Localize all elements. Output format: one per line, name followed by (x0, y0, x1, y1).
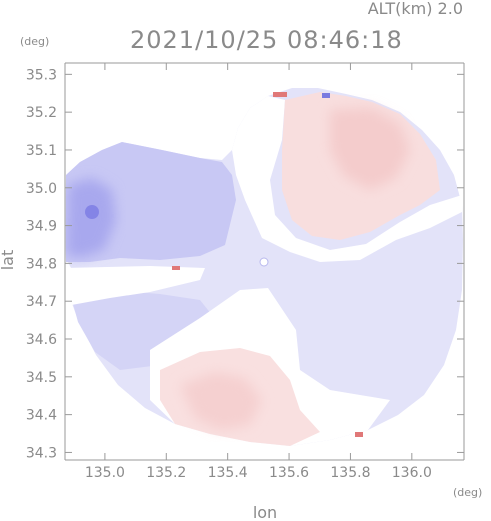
y-tick-label: 35.3 (26, 67, 57, 83)
echo-speck (259, 257, 269, 267)
strong-approach-spot (85, 205, 99, 219)
receding-core-lower (180, 372, 262, 430)
x-unit-label: (deg) (453, 486, 482, 499)
plot-frame (64, 62, 465, 461)
y-tick-label: 34.4 (26, 408, 57, 424)
altitude-label: ALT(km) 2.0 (368, 0, 463, 18)
echo-speck (355, 432, 363, 437)
y-axis-ticks: 34.3 34.4 34.5 34.6 34.7 34.8 34.9 35.0 35.1 35.2… (26, 67, 464, 461)
y-tick-label: 34.8 (26, 256, 57, 272)
echo-speck (172, 266, 180, 270)
y-tick-label: 34.5 (26, 370, 57, 386)
y-tick-label: 34.6 (26, 332, 57, 348)
zero-band-upper (232, 96, 462, 262)
echo-speck (273, 92, 287, 97)
x-tick-label: 136.0 (392, 465, 432, 481)
y-tick-label: 34.7 (26, 294, 57, 310)
x-tick-label: 135.0 (85, 465, 125, 481)
y-tick-label: 34.3 (26, 445, 57, 461)
x-tick-label: 135.6 (269, 465, 309, 481)
y-tick-label: 34.9 (26, 219, 57, 235)
receding-core-upper (330, 108, 410, 190)
radar-field (65, 88, 463, 446)
x-tick-label: 135.2 (146, 465, 186, 481)
y-tick-label: 35.1 (26, 143, 57, 159)
y-unit-label: (deg) (20, 35, 49, 48)
x-tick-label: 135.4 (208, 465, 248, 481)
x-axis-ticks: 135.0 135.2 135.4 135.6 135.8 136.0 (85, 63, 432, 481)
echo-speck (322, 93, 330, 98)
no-data-strip (65, 266, 205, 306)
y-tick-label: 35.2 (26, 105, 57, 121)
y-axis-label: lat (0, 250, 17, 271)
x-axis-label: lon (253, 503, 277, 521)
y-tick-label: 35.0 (26, 181, 57, 197)
x-tick-label: 135.8 (330, 465, 370, 481)
chart-title: 2021/10/25 08:46:18 (130, 26, 403, 54)
